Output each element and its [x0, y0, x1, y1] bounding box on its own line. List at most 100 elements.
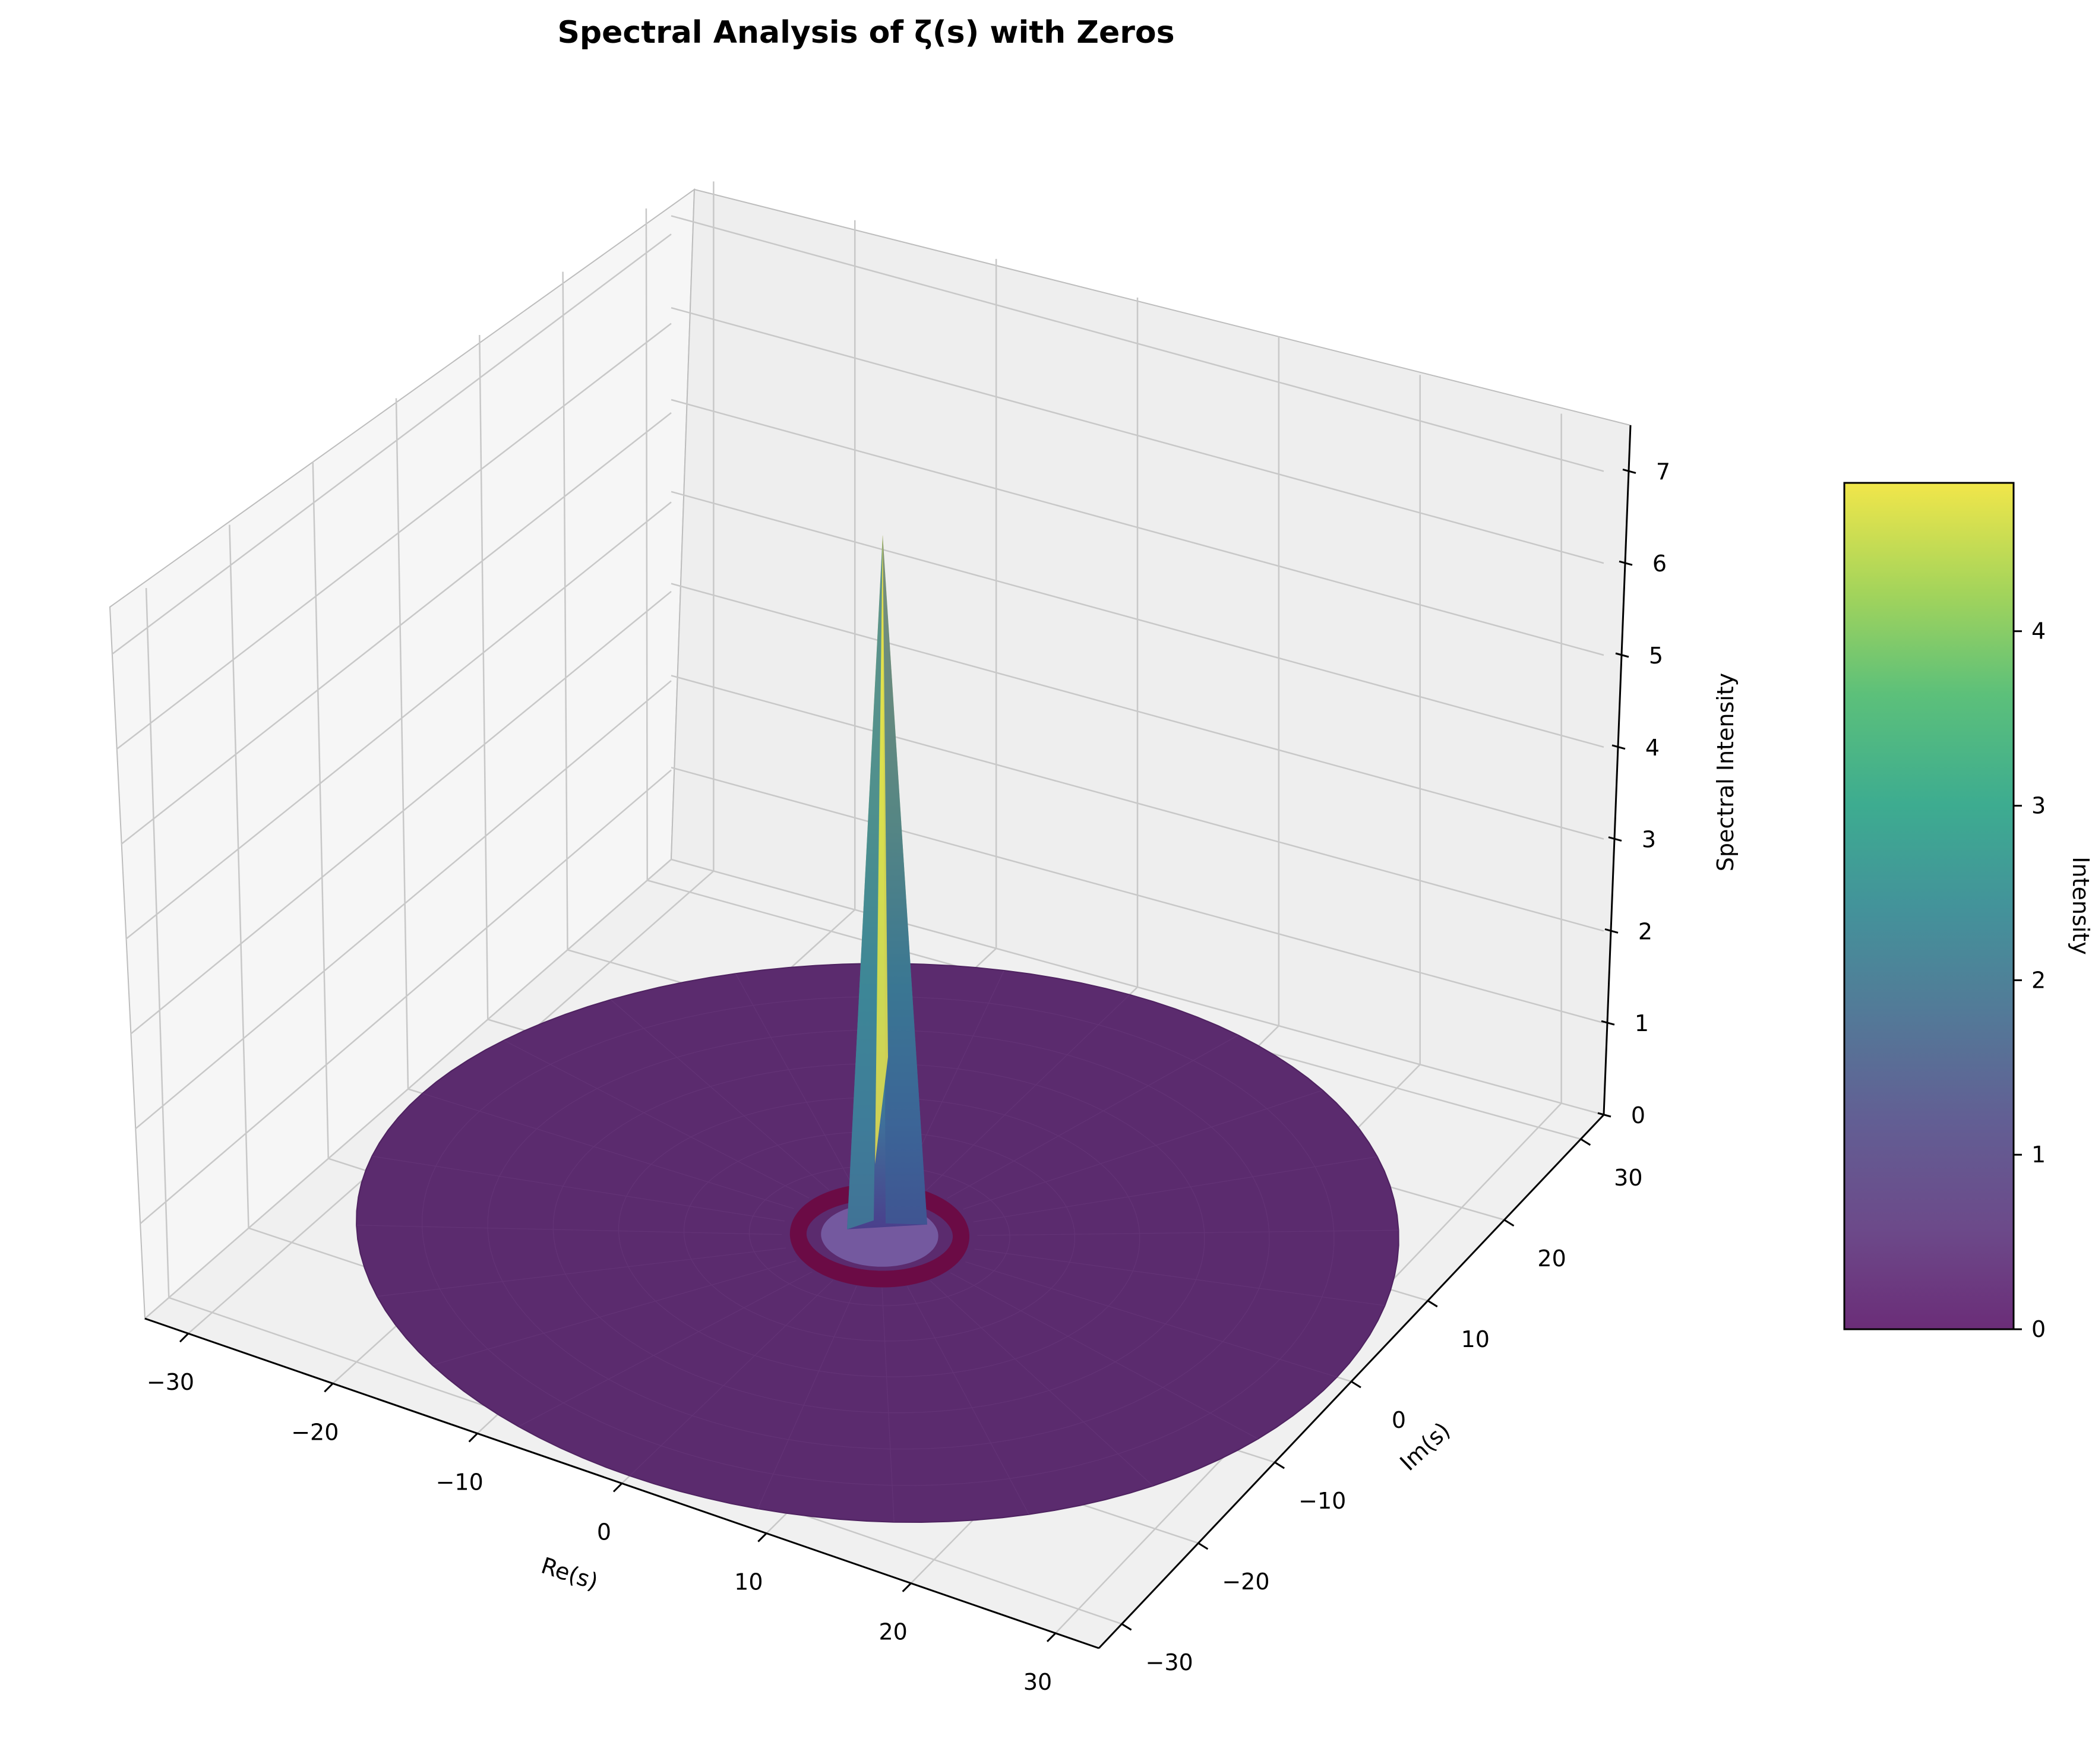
- zero-ring: [789, 1183, 969, 1288]
- surface-plot: [356, 535, 1399, 1523]
- y-tick-label: −30: [1146, 1649, 1193, 1676]
- y-tick: [1580, 1138, 1591, 1146]
- left-gridline-y: [479, 334, 489, 1020]
- z-tick-label: 5: [1649, 643, 1663, 669]
- mesh-spoke: [977, 1229, 1399, 1236]
- z-tick-label: 3: [1642, 827, 1656, 853]
- left-gridline-y: [229, 524, 249, 1228]
- x-axis-label: Re(s): [538, 1553, 601, 1595]
- mesh-spoke: [963, 1090, 1323, 1210]
- colorbar-tick-label: 3: [2031, 793, 2046, 819]
- mesh-spoke: [974, 1248, 1385, 1306]
- left-gridline-z: [125, 501, 672, 940]
- y-tick: [1351, 1380, 1361, 1389]
- y-tick-label: −10: [1298, 1488, 1346, 1514]
- mesh-spoke: [973, 1156, 1377, 1222]
- x-tick-label: −10: [436, 1469, 484, 1495]
- colorbar-tick-label: 1: [2031, 1142, 2046, 1168]
- back-gridline-z: [671, 583, 1604, 840]
- x-tick: [902, 1582, 912, 1592]
- y-tick-label: 10: [1461, 1326, 1490, 1352]
- back-gridline-z: [671, 766, 1604, 1024]
- left-gridline-y: [312, 461, 330, 1159]
- z-tick-label: 0: [1631, 1102, 1645, 1128]
- mesh-spoke: [926, 994, 1130, 1191]
- y-tick: [1503, 1219, 1515, 1227]
- back-gridline-z: [671, 399, 1604, 656]
- z-tick-label: 4: [1645, 735, 1660, 761]
- z-axis-line: [1603, 425, 1632, 1115]
- y-tick-label: 0: [1392, 1407, 1406, 1433]
- left-gridline-y: [395, 398, 409, 1089]
- y-tick: [1197, 1542, 1209, 1550]
- y-tick-label: 20: [1537, 1245, 1566, 1272]
- mesh-spoke: [930, 1281, 1154, 1487]
- mesh-spoke: [504, 1040, 810, 1199]
- z-tick: [1601, 1020, 1615, 1026]
- mesh-spoke: [432, 1260, 797, 1366]
- left-gridline-z: [111, 233, 672, 655]
- left-gridline-z: [116, 323, 672, 750]
- back-gridline-z: [671, 491, 1604, 748]
- z-axis-label: Spectral Intensity: [1712, 673, 1739, 871]
- left-gridline-y: [562, 271, 568, 950]
- x-tick: [1046, 1632, 1057, 1642]
- mesh-spoke: [629, 1280, 833, 1477]
- z-tick: [1622, 468, 1636, 474]
- mesh-spoke: [518, 1271, 813, 1427]
- mesh-spoke: [377, 1247, 786, 1297]
- back-gridline-z: [671, 306, 1604, 564]
- left-gridline-y: [645, 208, 648, 881]
- mesh-spoke: [950, 1272, 1259, 1440]
- surface-peak: [847, 535, 927, 1229]
- x-tick-label: 20: [878, 1619, 907, 1645]
- left-gridline-y: [145, 588, 170, 1298]
- z-tick: [1608, 836, 1622, 842]
- back-gridline-z: [671, 215, 1604, 472]
- x-tick-label: 30: [1023, 1669, 1052, 1695]
- z-tick: [1611, 744, 1626, 750]
- colorbar-gradient: [1843, 482, 2015, 1330]
- x-tick: [757, 1532, 767, 1542]
- back-gridline-z: [671, 675, 1604, 932]
- colorbar-tick-label: 2: [2031, 967, 2046, 993]
- y-tick: [1427, 1300, 1438, 1308]
- y-tick: [1121, 1623, 1132, 1631]
- surface-mesh: [356, 963, 1399, 1522]
- x-tick-label: 10: [734, 1569, 763, 1595]
- mesh-spoke: [356, 1225, 782, 1235]
- axes: −30 −20 −10 0 10 20 30 −30 −20 −10 0 10 20 30 0 1 2 3 4 5 6 7: [144, 425, 1670, 1695]
- peak-highlight: [875, 535, 888, 1164]
- mesh-spoke: [906, 1286, 1029, 1515]
- z-tick-label: 1: [1635, 1010, 1649, 1036]
- x-tick: [179, 1333, 189, 1343]
- z-tick-label: 2: [1638, 918, 1652, 944]
- left-gridline-z: [140, 769, 672, 1225]
- x-tick-label: 0: [597, 1519, 611, 1545]
- mesh-spoke: [422, 1093, 794, 1209]
- left-gridline-z: [135, 680, 672, 1130]
- mesh-spoke: [965, 1261, 1338, 1378]
- y-tick-label: 30: [1614, 1165, 1642, 1191]
- x-tick: [612, 1482, 623, 1493]
- y-tick-label: −20: [1222, 1569, 1269, 1595]
- z-tick-label: 7: [1656, 459, 1670, 485]
- left-gridline-z: [130, 590, 672, 1035]
- mesh-spoke: [610, 999, 829, 1190]
- z-tick: [1615, 652, 1629, 658]
- chart-title: Spectral Analysis of ζ(s) with Zeros: [557, 15, 1174, 50]
- peak-face-right: [883, 535, 927, 1225]
- z-tick: [1597, 1112, 1611, 1118]
- mesh-spoke: [947, 1035, 1238, 1199]
- mesh-spoke: [881, 1288, 895, 1522]
- mesh-spoke: [757, 1285, 857, 1509]
- colorbar-tick-label: 4: [2031, 618, 2046, 644]
- x-tick: [468, 1433, 478, 1443]
- z-tick: [1604, 928, 1619, 934]
- x-tick-label: −30: [147, 1369, 194, 1395]
- colorbar: Intensity 0 1 2 3 4: [1843, 482, 2092, 1342]
- y-tick: [1274, 1461, 1285, 1469]
- z-tick: [1619, 560, 1633, 566]
- back-gridline-z: [671, 858, 1604, 1116]
